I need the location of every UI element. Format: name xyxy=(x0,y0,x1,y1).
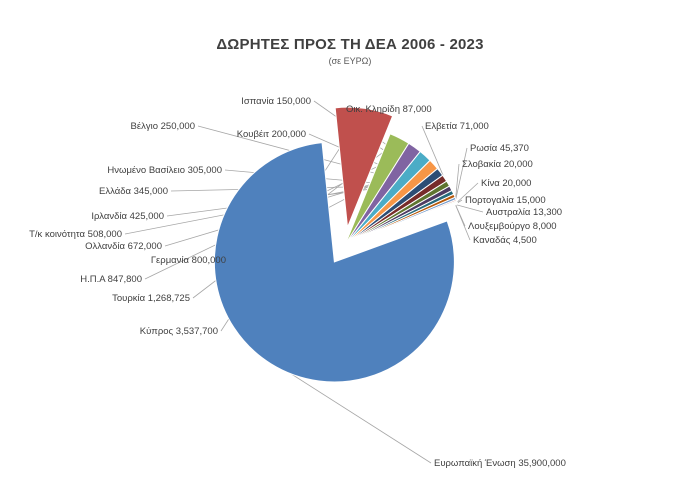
data-label: Τ/κ κοινότητα 508,000 xyxy=(29,229,122,240)
pie-slice xyxy=(344,203,459,246)
data-label: Λουξεμβούργο 8,000 xyxy=(468,221,557,232)
leader-line xyxy=(454,147,468,204)
data-label: Οικ. Κληρίδη 87,000 xyxy=(346,104,432,115)
data-label: Ελβετία 71,000 xyxy=(425,121,489,132)
data-label: Ρωσία 45,370 xyxy=(470,143,529,154)
leader-line xyxy=(455,204,471,241)
data-label: Σλοβακία 20,000 xyxy=(462,159,533,170)
leader-line xyxy=(454,163,460,204)
data-label: Ολλανδία 672,000 xyxy=(85,241,162,252)
data-label: Κύπρος 3,537,700 xyxy=(140,326,218,337)
data-label: Γερμανία 800,000 xyxy=(151,255,226,266)
data-label: Βέλγιο 250,000 xyxy=(131,121,195,132)
leader-line xyxy=(271,361,432,464)
data-label: Ελλάδα 345,000 xyxy=(99,186,168,197)
data-label: Ιρλανδία 425,000 xyxy=(91,211,164,222)
data-label: Η.Π.Α 847,800 xyxy=(80,274,142,285)
data-label: Ευρωπαϊκή Ένωση 35,900,000 xyxy=(434,458,566,469)
data-label: Ισπανία 150,000 xyxy=(241,96,311,107)
data-label: Καναδάς 4,500 xyxy=(473,235,537,246)
pie-slice xyxy=(334,106,394,228)
data-label: Αυστραλία 13,300 xyxy=(486,207,562,218)
leader-line xyxy=(454,182,479,205)
chart-title: ΔΩΡΗΤΕΣ ΠΡΟΣ ΤΗ ΔΕΑ 2006 - 2023 xyxy=(216,36,484,53)
data-label: Πορτογαλία 15,000 xyxy=(465,195,546,206)
data-label: Κίνα 20,000 xyxy=(481,178,531,189)
chart-subtitle: (σε ΕΥΡΩ) xyxy=(328,56,372,66)
leader-line xyxy=(455,204,484,213)
pie-slice xyxy=(213,142,455,383)
data-label: Ηνωμένο Βασίλειο 305,000 xyxy=(107,165,222,176)
data-label: Κουβέιτ 200,000 xyxy=(237,129,306,140)
data-label: Τουρκία 1,268,725 xyxy=(112,293,190,304)
